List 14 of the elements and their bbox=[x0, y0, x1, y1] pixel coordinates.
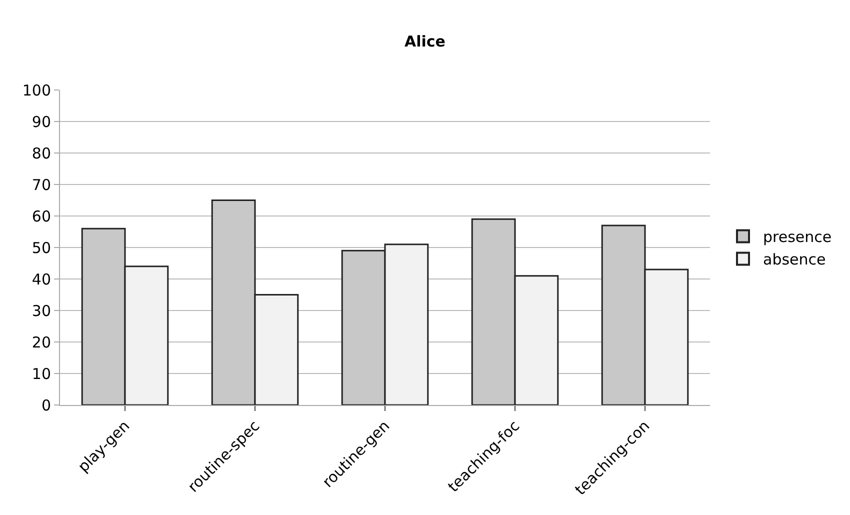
y-tick-label: 60 bbox=[32, 207, 51, 226]
y-tick-label: 50 bbox=[32, 238, 51, 257]
y-tick-label: 20 bbox=[32, 333, 51, 352]
y-tick-label: 30 bbox=[32, 302, 51, 320]
legend-label: absence bbox=[763, 250, 826, 269]
chart-title: Alice bbox=[404, 32, 446, 51]
y-tick-label: 40 bbox=[32, 270, 51, 288]
y-tick-label: 0 bbox=[41, 396, 51, 414]
y-tick-label: 10 bbox=[32, 364, 51, 383]
y-tick-label: 100 bbox=[22, 81, 51, 100]
y-tick-label: 80 bbox=[32, 144, 51, 162]
y-tick-label: 70 bbox=[32, 176, 51, 194]
legend-label: presence bbox=[763, 228, 832, 246]
y-tick-label: 90 bbox=[32, 112, 51, 131]
